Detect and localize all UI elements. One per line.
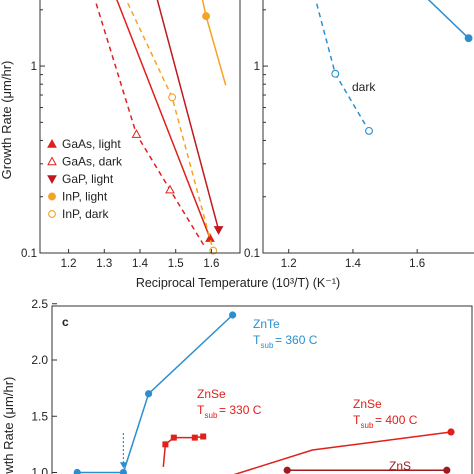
legend: GaAs, light GaAs, dark GaP, light InP, ligh… [47, 137, 123, 221]
series-line-0 [77, 314, 234, 474]
y-tick-label: 1 [31, 61, 37, 73]
data-point [191, 434, 198, 441]
data-point [73, 468, 81, 474]
annotation-temp-value: = 360 C [275, 333, 318, 347]
series-line-2 [156, 0, 220, 231]
y-tick-label: 0.1 [21, 248, 37, 260]
annotation-temp-subscript: sub [205, 411, 218, 420]
x-axis-label: Reciprocal Temperature (10³/T) (K⁻¹) [136, 276, 340, 290]
annotation-temp-value: = 330 C [219, 403, 262, 417]
data-point [464, 34, 473, 43]
x-tick-label: 1.6 [409, 258, 425, 270]
y-axis-label: Growth Rate (μm/hr) [0, 61, 14, 180]
data-point [447, 428, 455, 436]
annotation-temp-symbol: T [253, 333, 261, 347]
y-tick-label: 2.5 [31, 297, 48, 311]
data-point [283, 466, 291, 474]
series-line-1 [94, 0, 205, 247]
legend-label: GaAs, light [62, 137, 121, 151]
y-tick-label: 2.0 [31, 353, 48, 367]
data-point [365, 126, 373, 135]
legend-marker [47, 156, 57, 166]
annotation-dark: dark [352, 80, 376, 94]
annotation-label: ZnSe [353, 397, 382, 411]
y-axis-label: Growth Rate (μm/hr) [1, 377, 16, 474]
annotation-temp-subscript: sub [361, 421, 374, 430]
x-tick-label: 1.5 [168, 258, 184, 270]
series-line-0 [427, 0, 470, 39]
x-tick-label: 1.2 [61, 258, 77, 270]
panel-bottom: c 1.0 1.5 2.0 2.5 Growth Rate (μm/hr) ZnTe T… [1, 297, 473, 474]
annotation-temp-symbol: T [197, 403, 205, 417]
series-line-2 [233, 431, 452, 474]
y-tick-label: 1.5 [31, 409, 48, 423]
series-line-1 [162, 435, 204, 467]
legend-marker [48, 210, 56, 218]
x-tick-label: 1.3 [96, 258, 112, 270]
data-point [202, 12, 211, 21]
data-point [170, 434, 177, 441]
y-tick-label: 1.0 [31, 466, 48, 474]
panel-top-right: 1.2 1.4 1.6 0.1 1 dark [244, 0, 474, 270]
panel-top-left: 1.2 1.3 1.4 1.5 1.60.11 Growth Rate (μm/hr) … [0, 0, 241, 270]
plot-frame [51, 305, 473, 474]
data-point [162, 441, 169, 448]
data-point [229, 311, 237, 319]
data-point [165, 184, 175, 194]
y-tick-label: 1 [254, 61, 260, 73]
data-point [131, 129, 142, 138]
data-point [168, 93, 177, 102]
legend-marker [48, 192, 56, 201]
data-point [443, 466, 451, 474]
data-point [119, 468, 127, 474]
y-tick-label: 0.1 [244, 248, 260, 260]
arrow-head [119, 462, 127, 469]
data-point [331, 69, 340, 78]
annotation-label: ZnTe [253, 317, 280, 331]
panel-label: c [62, 315, 69, 329]
legend-label: GaAs, dark [62, 155, 123, 169]
annotation-label: ZnSe [197, 387, 226, 401]
x-tick-label: 1.4 [132, 258, 149, 270]
legend-label: InP, light [62, 190, 108, 204]
series-line-4 [125, 0, 214, 251]
legend-marker [47, 138, 57, 148]
legend-label: GaP, light [62, 172, 114, 186]
plot-frame [262, 0, 474, 254]
annotation-temp-subscript: sub [261, 341, 274, 350]
series-line-1 [314, 0, 370, 132]
data-point [145, 390, 153, 398]
series-line-0 [116, 0, 211, 239]
legend-label: InP, dark [62, 207, 109, 221]
annotation-temp-value: = 400 C [375, 413, 418, 427]
legend-marker [47, 175, 57, 185]
x-tick-label: 1.2 [281, 258, 297, 270]
x-tick-label: 1.6 [203, 258, 219, 270]
x-tick-label: 1.4 [345, 258, 362, 270]
data-point [213, 226, 224, 235]
data-point [200, 433, 207, 440]
annotation-temp-symbol: T [353, 413, 361, 427]
annotation-label: ZnS [389, 459, 411, 473]
